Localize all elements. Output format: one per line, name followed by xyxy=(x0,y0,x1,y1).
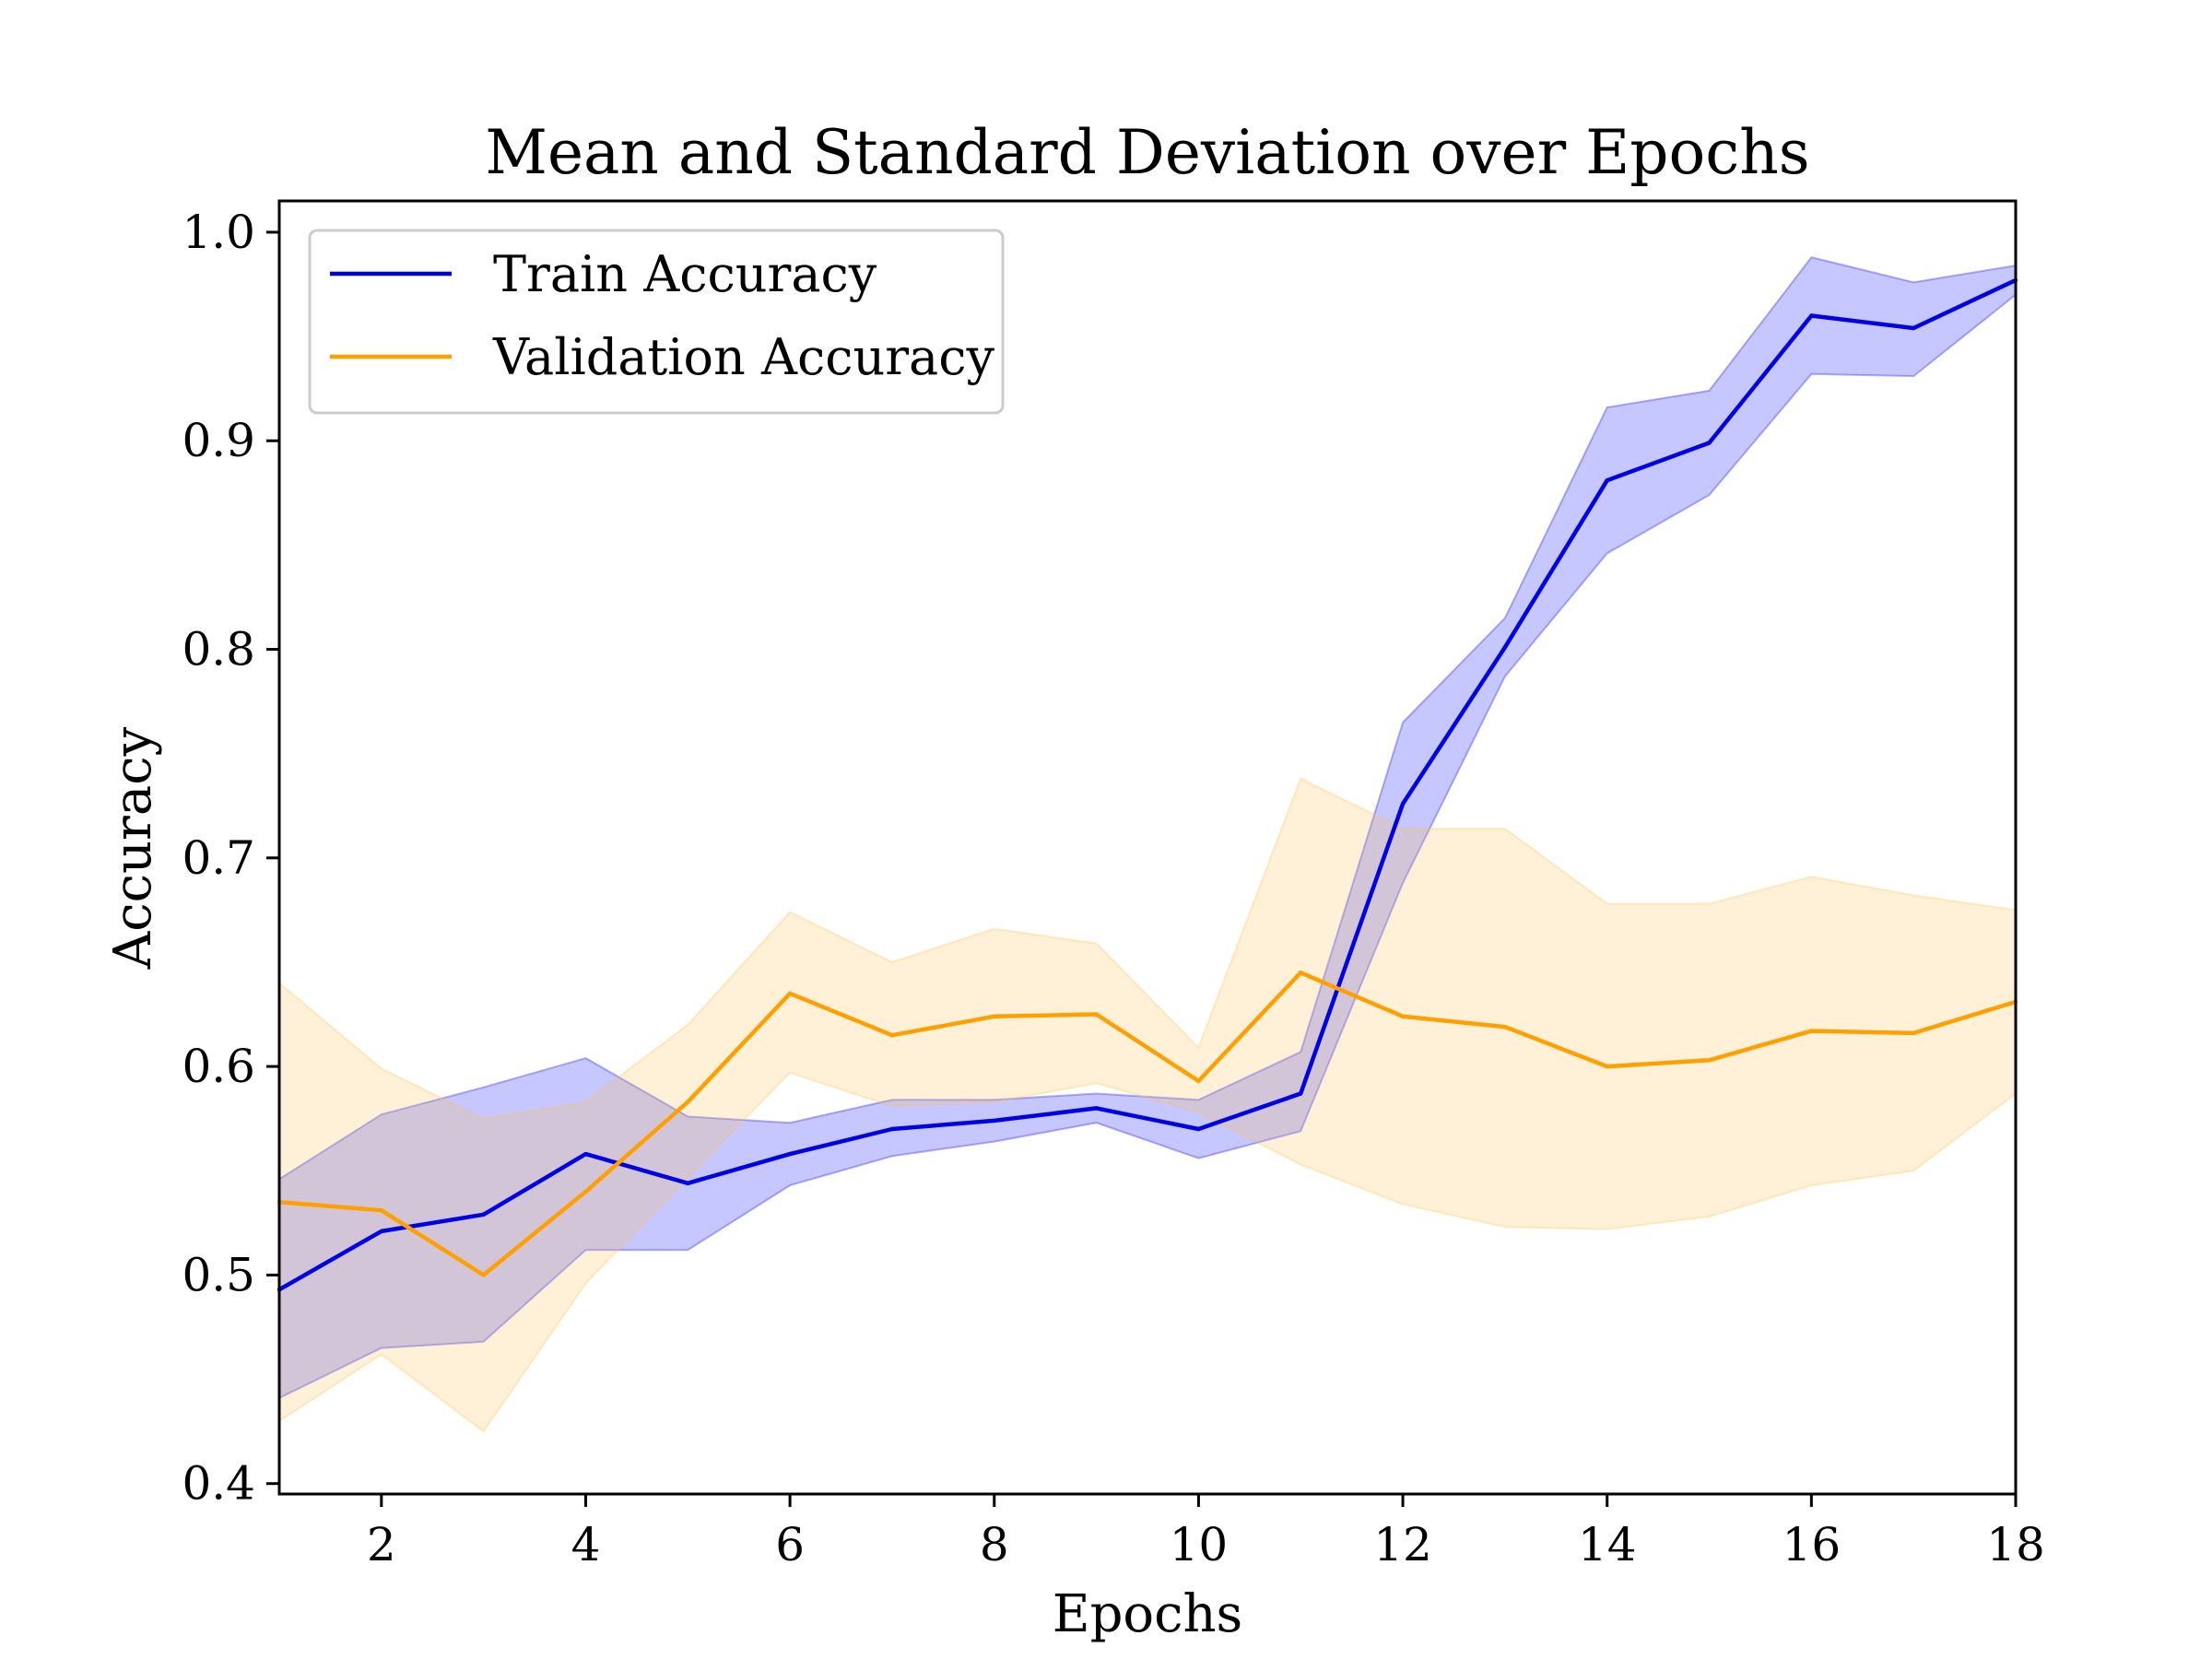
data-point-train-accuracy-14 xyxy=(1605,478,1609,483)
x-tick-label-8: 8 xyxy=(980,1518,1009,1571)
data-point-validation-accuracy-9 xyxy=(1094,1012,1099,1017)
y-tick-label-0.9: 0.9 xyxy=(182,414,255,467)
y-tick-label-0.5: 0.5 xyxy=(182,1248,255,1301)
data-point-train-accuracy-15 xyxy=(1707,441,1712,445)
series-line-train-accuracy xyxy=(277,277,2017,1292)
x-tick-label-16: 16 xyxy=(1783,1518,1841,1571)
x-axis-label: Epochs xyxy=(1053,1584,1243,1644)
data-point-train-accuracy-9 xyxy=(1094,1106,1099,1111)
x-tick-label-12: 12 xyxy=(1373,1518,1432,1571)
data-point-validation-accuracy-15 xyxy=(1707,1058,1712,1063)
data-point-train-accuracy-13 xyxy=(1502,645,1508,650)
y-tick-label-1: 1.0 xyxy=(182,206,255,259)
legend-label-validation-accuracy: Validation Accuracy xyxy=(492,328,994,386)
data-point-validation-accuracy-13 xyxy=(1502,1024,1508,1030)
data-point-train-accuracy-3 xyxy=(481,1212,486,1218)
legend: Train Accuracy Validation Accuracy xyxy=(308,229,1005,415)
data-point-validation-accuracy-16 xyxy=(1809,1029,1814,1033)
y-tick-label-0.7: 0.7 xyxy=(182,831,255,885)
data-point-validation-accuracy-7 xyxy=(889,1033,895,1038)
legend-label-train-accuracy: Train Accuracy xyxy=(493,245,877,303)
y-axis: 0.4 0.5 0.6 0.7 0.8 0.9 1.0 xyxy=(182,206,279,1511)
data-point-train-accuracy-8 xyxy=(992,1118,997,1124)
data-point-train-accuracy-5 xyxy=(686,1181,690,1186)
y-tick-label-0.6: 0.6 xyxy=(182,1040,255,1093)
series-line-validation-accuracy xyxy=(278,971,2017,1277)
data-point-train-accuracy-7 xyxy=(889,1126,895,1132)
plot-frame xyxy=(277,199,2018,1496)
data-point-train-accuracy-16 xyxy=(1809,313,1814,318)
legend-box xyxy=(308,229,1005,415)
y-tick-label-0.4: 0.4 xyxy=(182,1457,255,1511)
data-point-validation-accuracy-12 xyxy=(1400,1014,1406,1019)
data-point-validation-accuracy-10 xyxy=(1196,1078,1201,1084)
data-point-validation-accuracy-3 xyxy=(481,1273,486,1277)
data-point-validation-accuracy-5 xyxy=(686,1100,690,1104)
chart-title: Mean and Standard Deviation over Epochs xyxy=(485,117,1809,188)
data-point-validation-accuracy-8 xyxy=(992,1014,997,1019)
x-tick-label-2: 2 xyxy=(367,1518,396,1571)
data-point-train-accuracy-12 xyxy=(1400,801,1406,806)
data-point-train-accuracy-6 xyxy=(787,1151,793,1157)
data-point-validation-accuracy-14 xyxy=(1605,1064,1609,1069)
x-tick-label-18: 18 xyxy=(1986,1518,2045,1571)
x-axis: 2 4 6 8 10 12 14 16 18 xyxy=(367,1494,2045,1571)
data-point-train-accuracy-11 xyxy=(1299,1091,1303,1096)
data-point-validation-accuracy-4 xyxy=(583,1189,588,1194)
data-point-train-accuracy-2 xyxy=(379,1229,383,1234)
data-point-validation-accuracy-2 xyxy=(379,1208,383,1213)
x-tick-label-4: 4 xyxy=(571,1518,601,1571)
data-point-train-accuracy-17 xyxy=(1912,325,1916,331)
data-point-train-accuracy-4 xyxy=(583,1151,588,1157)
x-tick-label-10: 10 xyxy=(1170,1518,1229,1571)
y-axis-label: Accuracy xyxy=(103,726,163,970)
y-tick-label-0.8: 0.8 xyxy=(182,623,255,677)
x-tick-label-14: 14 xyxy=(1578,1518,1637,1571)
data-point-validation-accuracy-17 xyxy=(1912,1030,1916,1036)
data-point-validation-accuracy-11 xyxy=(1299,971,1303,975)
x-tick-label-6: 6 xyxy=(775,1518,805,1571)
data-point-validation-accuracy-6 xyxy=(787,991,793,996)
data-point-train-accuracy-10 xyxy=(1196,1126,1201,1132)
